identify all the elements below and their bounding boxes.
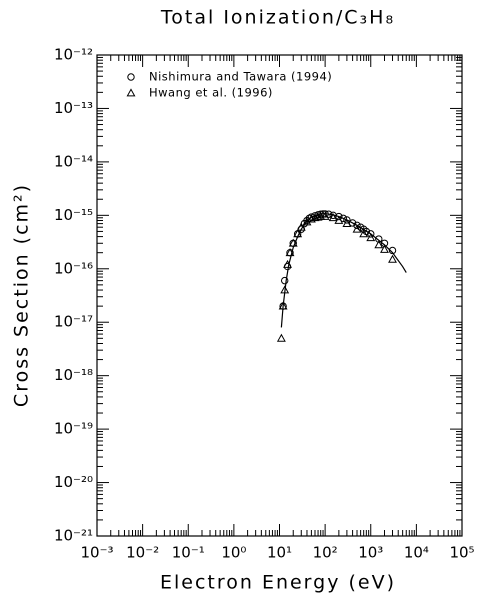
x-tick-label: 10⁻³ [80, 544, 113, 562]
data-point [335, 212, 343, 221]
x-tick-label: 10² [313, 544, 338, 562]
data-point [316, 211, 326, 220]
y-tick-label: 10⁻²¹ [54, 527, 93, 545]
data-point [278, 301, 288, 310]
data-point [388, 254, 397, 263]
data-point [321, 210, 329, 218]
data-point [313, 212, 323, 221]
data-point [359, 229, 369, 238]
data-point [280, 276, 289, 285]
y-tick-label: 10⁻¹⁴ [54, 152, 93, 170]
chart-title: Total Ionization/C₃H₈ [160, 7, 395, 29]
data-point [283, 259, 292, 268]
data-point [366, 233, 376, 242]
x-tick-label: 10³ [358, 544, 383, 562]
y-tick-label: 10⁻¹⁶ [54, 259, 93, 277]
data-point [348, 219, 357, 227]
data-point [280, 285, 290, 294]
data-point [342, 218, 352, 227]
data-point [293, 229, 303, 238]
y-tick-label: 10⁻²⁰ [54, 473, 93, 491]
y-tick-label: 10⁻¹⁵ [54, 206, 93, 224]
data-point [276, 333, 286, 342]
data-point [367, 230, 375, 238]
y-axis-label: Cross Section (cm²) [11, 183, 33, 407]
x-tick-label: 10⁰ [221, 544, 246, 562]
y-tick-label: 10⁻¹⁸ [54, 366, 93, 384]
data-point [328, 213, 338, 222]
data-point [303, 216, 311, 225]
x-tick-label: 10⁵ [449, 544, 474, 562]
x-tick-label: 10⁴ [404, 544, 429, 562]
y-tick-label: 10⁻¹³ [54, 99, 93, 117]
plot-frame [96, 54, 463, 537]
y-tick-label: 10⁻¹⁷ [54, 313, 93, 331]
data-point [310, 213, 320, 222]
legend-label: Hwang et al. (1996) [149, 86, 273, 100]
data-point [320, 211, 330, 220]
data-point [288, 238, 298, 247]
data-point [380, 244, 389, 253]
x-tick-label: 10⁻¹ [172, 544, 205, 562]
x-tick-label: 10⁻² [126, 544, 159, 562]
legend-label: Nishimura and Tawara (1994) [149, 70, 332, 84]
data-point [285, 248, 295, 257]
legend-marker [127, 73, 135, 81]
data-point [374, 240, 384, 249]
y-tick-label: 10⁻¹² [54, 46, 93, 64]
data-point [306, 214, 316, 223]
x-axis-label: Electron Energy (eV) [160, 572, 396, 594]
data-point [388, 246, 397, 255]
y-tick-label: 10⁻¹⁹ [54, 420, 93, 438]
fit-curve [280, 212, 407, 328]
legend-marker [126, 88, 136, 97]
data-point [329, 211, 337, 220]
x-tick-label: 10¹ [267, 544, 292, 562]
data-point [343, 216, 351, 224]
data-point [296, 222, 306, 231]
data-point [334, 215, 344, 224]
data-point [353, 221, 361, 230]
data-point [352, 224, 362, 233]
